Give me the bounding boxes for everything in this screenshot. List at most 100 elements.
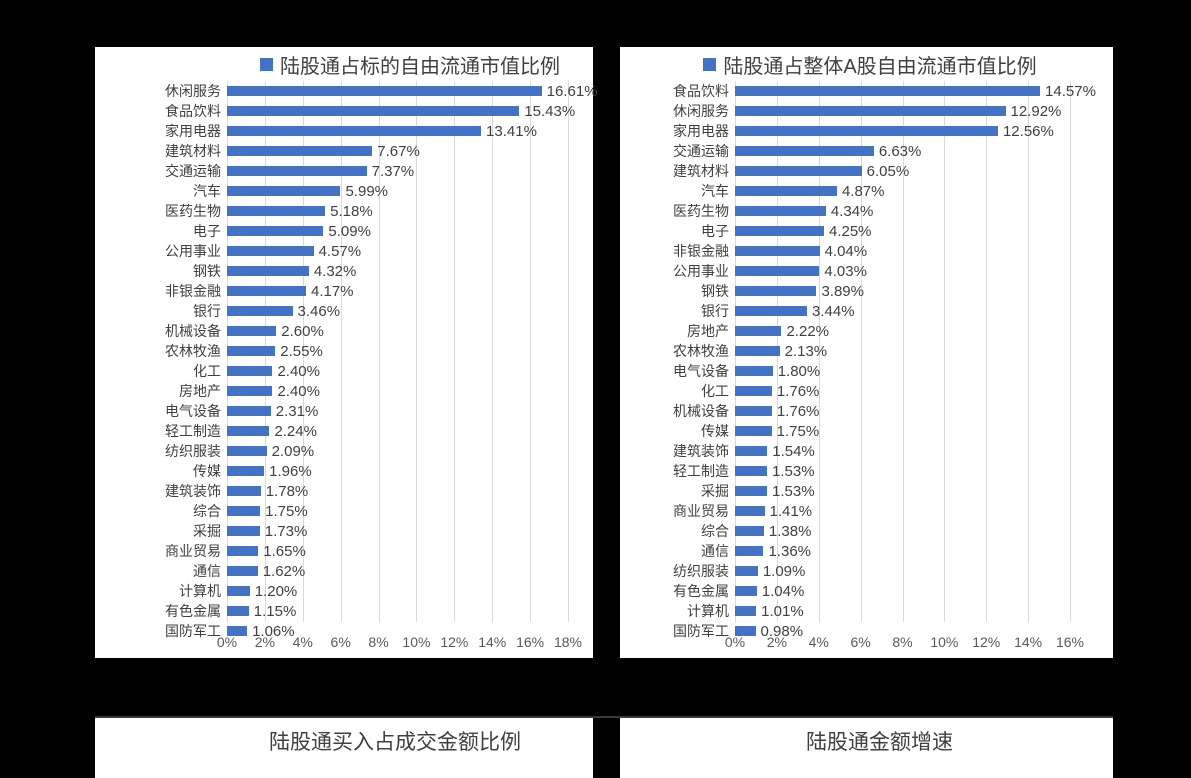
bar <box>735 106 1006 116</box>
bar-zone: 2.22% <box>735 321 1070 341</box>
bar-zone: 4.87% <box>735 181 1070 201</box>
x-axis-tick: 2% <box>766 634 787 650</box>
gridline <box>860 81 862 622</box>
chart-legend-row: 陆股通占标的自由流通市值比例 <box>95 47 593 81</box>
category-label: 纺织服装 <box>165 443 221 459</box>
category-label: 建筑材料 <box>673 163 729 179</box>
value-label: 1.62% <box>262 562 306 580</box>
bar-row: 采掘 1.73% <box>95 521 593 541</box>
value-label: 4.25% <box>828 222 872 240</box>
gridline <box>1028 81 1030 622</box>
value-label: 14.57% <box>1045 82 1096 100</box>
gridline <box>1070 81 1071 622</box>
bar-row: 家用电器 12.56% <box>620 121 1113 141</box>
category-label: 医药生物 <box>165 203 221 219</box>
bar-zone: 0.98% <box>735 621 1070 641</box>
chart-title: 陆股通占整体A股自由流通市值比例 <box>723 55 1037 78</box>
bar <box>735 486 768 496</box>
bar-zone: 2.40% <box>227 381 568 401</box>
category-label: 家用电器 <box>673 123 729 139</box>
bar-zone: 1.41% <box>735 501 1070 521</box>
category-label: 电气设备 <box>673 363 729 379</box>
bar-zone: 1.15% <box>227 601 568 621</box>
category-label: 通信 <box>193 563 221 579</box>
value-label: 12.92% <box>1010 102 1062 120</box>
bar-zone: 1.80% <box>735 361 1070 381</box>
bar <box>735 186 837 196</box>
value-label: 2.40% <box>277 362 320 380</box>
bar <box>227 386 273 396</box>
value-label: 1.76% <box>776 402 820 420</box>
plot-area: 食品饮料 14.57% 休闲服务 12.92% 家用电器 12.56% 交通运输 6.63% 建… <box>620 81 1113 640</box>
x-axis-tick: 8% <box>892 634 913 650</box>
bar-zone: 2.55% <box>227 341 568 361</box>
x-axis-tick: 4% <box>808 634 829 650</box>
bar-zone: 7.67% <box>227 141 568 161</box>
bar <box>735 206 826 216</box>
bar <box>735 246 820 256</box>
value-label: 1.36% <box>768 542 812 560</box>
bar <box>735 286 817 296</box>
x-axis: 0% 2% 4% 6% 8% 10% 12% 14% 16% 18% <box>217 622 582 658</box>
bar <box>227 306 293 316</box>
bar-zone: 1.06% <box>227 621 568 641</box>
gridline <box>340 81 342 622</box>
bar-row: 钢铁 4.32% <box>95 261 593 281</box>
value-label: 1.65% <box>263 542 306 560</box>
bar-row: 有色金属 1.04% <box>620 581 1113 601</box>
x-axis-tick: 6% <box>850 634 871 650</box>
x-axis-tick: 12% <box>440 634 469 650</box>
category-label: 农林牧渔 <box>673 343 729 359</box>
bar-row: 有色金属 1.15% <box>95 601 593 621</box>
bar-zone: 2.60% <box>227 321 568 341</box>
bar-row: 农林牧渔 2.55% <box>95 341 593 361</box>
bar <box>227 426 270 436</box>
value-label: 7.37% <box>371 162 415 180</box>
chart-legend-row: 陆股通占整体A股自由流通市值比例 <box>620 47 1113 81</box>
bar-row: 机械设备 2.60% <box>95 321 593 341</box>
bar-zone: 3.44% <box>735 301 1070 321</box>
bar-row: 商业贸易 1.41% <box>620 501 1113 521</box>
bar-row: 国防军工 1.06% <box>95 621 593 641</box>
category-label: 电子 <box>701 223 729 239</box>
category-label: 农林牧渔 <box>165 343 221 359</box>
value-label: 2.09% <box>271 442 315 460</box>
category-label: 休闲服务 <box>165 83 221 99</box>
bar <box>735 126 998 136</box>
bar <box>227 546 259 556</box>
bar-row: 公用事业 4.03% <box>620 261 1113 281</box>
bar <box>735 586 757 596</box>
category-label: 计算机 <box>687 603 729 619</box>
bar-zone: 1.76% <box>735 381 1070 401</box>
bar-zone: 2.09% <box>227 441 568 461</box>
category-label: 建筑材料 <box>165 143 221 159</box>
category-label: 汽车 <box>701 183 729 199</box>
bar <box>735 306 808 316</box>
bar-zone: 4.17% <box>227 281 568 301</box>
value-label: 5.99% <box>345 182 389 200</box>
x-axis-tick: 6% <box>330 634 351 650</box>
gridline <box>378 81 380 622</box>
bar-zone: 3.46% <box>227 301 568 321</box>
value-label: 1.20% <box>254 582 298 600</box>
bar-zone: 16.61% <box>227 81 598 101</box>
chart-lugutong-buy-turnover-ratio-partial: 陆股通买入占成交金额比例 <box>95 718 593 778</box>
bar-row: 通信 1.62% <box>95 561 593 581</box>
category-label: 商业贸易 <box>673 503 729 519</box>
x-axis-tick: 14% <box>478 634 507 650</box>
bar-zone: 4.25% <box>735 221 1070 241</box>
bar-zone: 6.05% <box>735 161 1070 181</box>
x-axis-tick: 2% <box>254 634 275 650</box>
x-axis-tick: 10% <box>402 634 431 650</box>
bar <box>227 406 271 416</box>
x-axis-tick: 10% <box>930 634 959 650</box>
bar-row: 交通运输 7.37% <box>95 161 593 181</box>
bar <box>227 286 306 296</box>
chart-title: 陆股通金额增速 <box>806 731 953 754</box>
bar-row: 建筑装饰 1.54% <box>620 441 1113 461</box>
bar-zone: 1.36% <box>735 541 1070 561</box>
bar-row: 电子 5.09% <box>95 221 593 241</box>
category-label: 通信 <box>701 543 729 559</box>
category-label: 采掘 <box>701 483 729 499</box>
bar <box>227 466 265 476</box>
